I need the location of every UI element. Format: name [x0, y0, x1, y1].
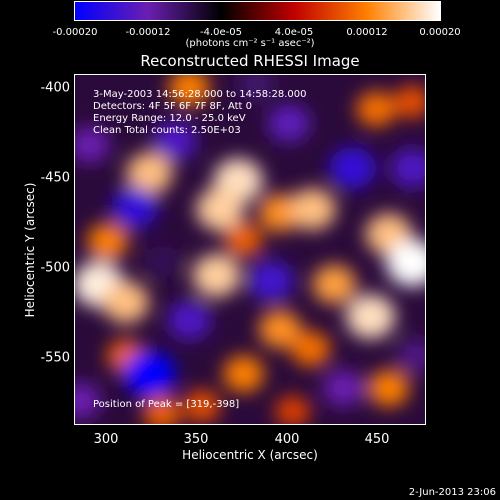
negative-region	[238, 75, 275, 101]
x-tick-label: 300	[93, 432, 119, 447]
negative-region	[111, 186, 159, 229]
x-tick-label: 450	[364, 432, 390, 447]
annotation-time-range: 3-May-2003 14:56:28.000 to 14:58:28.000	[93, 89, 307, 100]
annotation-detectors: Detectors: 4F 5F 6F 7F 8F, Att 0	[93, 101, 253, 112]
x-axis-label: Heliocentric X (arcsec)	[182, 448, 318, 462]
annotation-clean-counts: Clean Total counts: 2.50E+03	[93, 125, 241, 136]
emission-source	[368, 369, 410, 407]
emission-source	[289, 188, 336, 231]
x-tick-label: 350	[183, 432, 209, 447]
y-tick-label: -400	[40, 80, 70, 96]
colorbar-tick-label: -0.00020	[52, 27, 98, 38]
emission-source	[291, 331, 331, 367]
negative-region	[390, 148, 425, 188]
colorbar-tick-label: -0.00012	[125, 27, 171, 38]
heatmap-blobs	[75, 75, 425, 424]
y-axis-label: Heliocentric Y (arcsec)	[23, 182, 37, 318]
negative-region	[329, 147, 376, 189]
negative-region	[75, 382, 101, 420]
negative-region	[152, 121, 197, 161]
colorbar-tick-label: 0.00012	[346, 27, 388, 38]
emission-source	[102, 281, 149, 324]
emission-source	[87, 223, 129, 260]
x-tick-label: 400	[274, 432, 300, 447]
emission-source	[168, 75, 210, 106]
emission-source	[275, 395, 311, 424]
negative-region	[322, 369, 364, 407]
y-tick-label: -500	[40, 260, 70, 276]
colorbar-tick-label: 0.00020	[419, 27, 461, 38]
emission-source	[345, 294, 396, 339]
negative-region	[75, 126, 110, 164]
negative-region	[396, 338, 425, 374]
colorbar-tick-label: 4.0e-05	[274, 27, 314, 38]
plot-area: 3-May-2003 14:56:28.000 to 14:58:28.000 …	[74, 74, 426, 425]
emission-source	[223, 355, 265, 393]
colorbar-unit-label: (photons cm⁻² s⁻¹ asec⁻²)	[185, 38, 315, 49]
negative-region	[267, 104, 311, 143]
annotation-energy-range: Energy Range: 12.0 - 25.0 keV	[93, 113, 246, 124]
emission-source	[224, 222, 263, 257]
y-tick-label: -450	[40, 170, 70, 186]
negative-region	[167, 300, 212, 340]
colorbar-tick-label: -4.0e-05	[200, 27, 242, 38]
emission-source	[386, 239, 425, 287]
heatmap-image	[75, 75, 425, 424]
annotation-peak-position: Position of Peak = [319,-398]	[93, 399, 240, 410]
chart-title: Reconstructed RHESSI Image	[140, 52, 360, 70]
emission-source	[143, 396, 182, 424]
negative-region	[144, 245, 180, 277]
emission-source	[192, 253, 241, 297]
emission-source	[258, 310, 302, 349]
emission-source	[356, 91, 396, 127]
colorbar	[74, 1, 441, 21]
emission-source	[126, 152, 173, 195]
footer-date: 2-Jun-2013 23:06	[408, 487, 496, 498]
emission-source	[183, 389, 221, 423]
emission-source	[196, 187, 244, 231]
negative-region	[123, 350, 176, 398]
emission-source	[394, 85, 425, 119]
negative-region	[248, 260, 294, 302]
y-tick-label: -550	[40, 350, 70, 366]
emission-source	[312, 264, 357, 305]
